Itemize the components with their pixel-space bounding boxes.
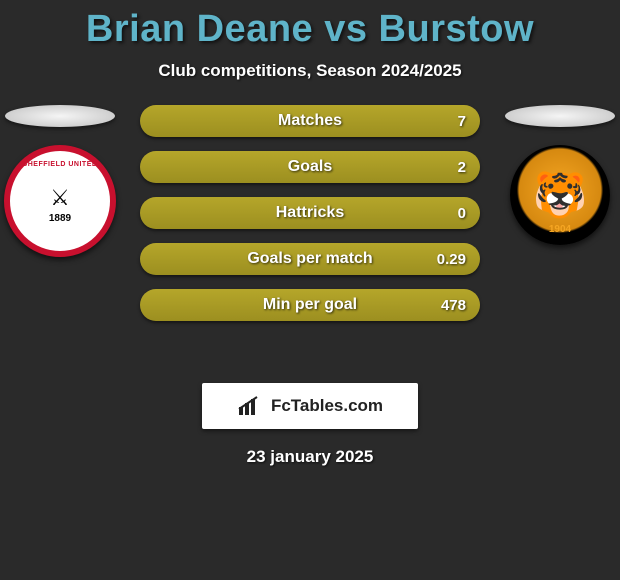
stat-label: Goals <box>288 158 332 176</box>
player-shadow-left <box>5 105 115 127</box>
player-shadow-right <box>505 105 615 127</box>
bar-chart-icon <box>237 395 265 417</box>
brand-box: FcTables.com <box>202 383 418 429</box>
snapshot-date: 23 january 2025 <box>0 447 620 467</box>
stat-bar-goals-per-match: Goals per match 0.29 <box>140 243 480 275</box>
badge-left-club-name: SHEFFIELD UNITED <box>23 161 98 168</box>
stat-label: Goals per match <box>247 250 372 268</box>
stat-bar-goals: Goals 2 <box>140 151 480 183</box>
stat-label: Hattricks <box>276 204 344 222</box>
stat-bar-min-per-goal: Min per goal 478 <box>140 289 480 321</box>
badge-right-year: 1904 <box>510 224 610 235</box>
club-badge-left: SHEFFIELD UNITED ⚔ 1889 <box>4 145 116 257</box>
page-subtitle: Club competitions, Season 2024/2025 <box>0 61 620 81</box>
comparison-content: SHEFFIELD UNITED ⚔ 1889 🐯 1904 Matches 7… <box>0 105 620 365</box>
brand-text: FcTables.com <box>271 396 383 416</box>
stat-value: 0.29 <box>437 251 466 268</box>
stat-value: 7 <box>458 113 466 130</box>
stat-bars: Matches 7 Goals 2 Hattricks 0 Goals per … <box>140 105 480 321</box>
stat-value: 2 <box>458 159 466 176</box>
stat-value: 0 <box>458 205 466 222</box>
stat-bar-matches: Matches 7 <box>140 105 480 137</box>
right-player-column: 🐯 1904 <box>500 105 620 245</box>
page-title: Brian Deane vs Burstow <box>0 8 620 51</box>
badge-left-year: 1889 <box>49 213 71 224</box>
stat-label: Min per goal <box>263 296 357 314</box>
stat-bar-hattricks: Hattricks 0 <box>140 197 480 229</box>
club-badge-right: 🐯 1904 <box>510 145 610 245</box>
left-player-column: SHEFFIELD UNITED ⚔ 1889 <box>0 105 120 257</box>
stat-value: 478 <box>441 297 466 314</box>
swords-icon: ⚔ <box>50 185 70 211</box>
stat-label: Matches <box>278 112 342 130</box>
